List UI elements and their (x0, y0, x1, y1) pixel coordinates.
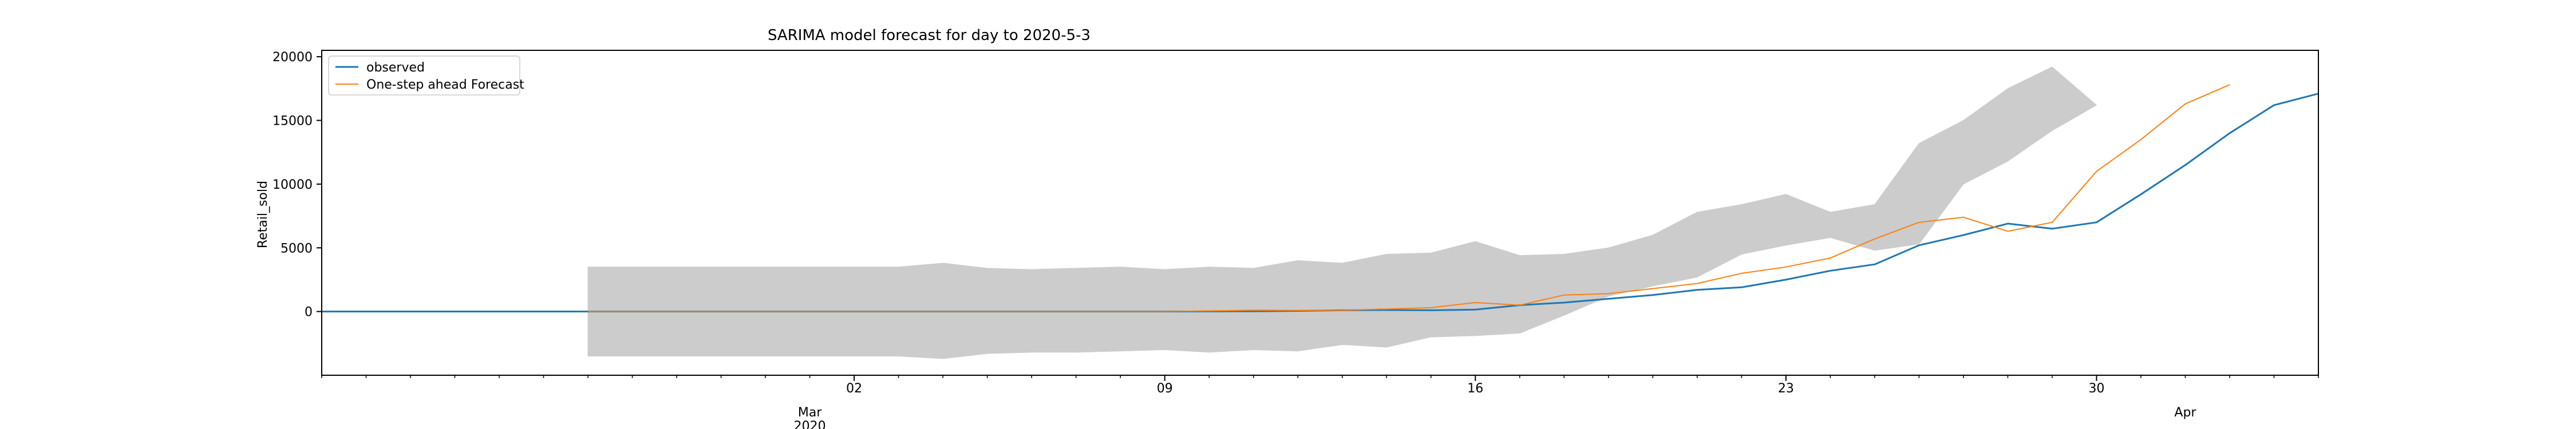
confidence-band-layer (587, 66, 2097, 359)
plot-frame (321, 50, 2319, 376)
x-tick-label: 09 (1157, 382, 1173, 396)
y-axis-label: Retail_sold (256, 181, 270, 248)
chart-title: SARIMA model forecast for day to 2020-5-… (768, 27, 1091, 44)
forecast-line (588, 84, 2230, 312)
legend-box (328, 55, 520, 96)
y-tick-label: 5000 (280, 241, 313, 256)
legend-forecast-label: One-step ahead Forecast (366, 78, 524, 92)
confidence-band (587, 66, 2097, 359)
x-month-label: Mar (798, 406, 822, 420)
x-month-label: Apr (2174, 406, 2196, 420)
legend: observed One-step ahead Forecast (328, 55, 524, 96)
x-tick-label: 23 (1778, 382, 1794, 396)
x-year-label: 2020 (794, 419, 826, 429)
x-tick-label: 30 (2088, 382, 2104, 396)
x-tick-label: 02 (846, 382, 862, 396)
x-tick-label: 16 (1467, 382, 1483, 396)
y-tick-label: 0 (305, 305, 313, 320)
y-axis: 0 5000 10000 15000 20000 (272, 50, 322, 320)
y-tick-label: 15000 (272, 114, 313, 129)
series-layer (322, 84, 2319, 313)
legend-observed-label: observed (366, 61, 425, 75)
y-tick-label: 10000 (272, 178, 313, 192)
y-tick-label: 20000 (272, 50, 313, 65)
